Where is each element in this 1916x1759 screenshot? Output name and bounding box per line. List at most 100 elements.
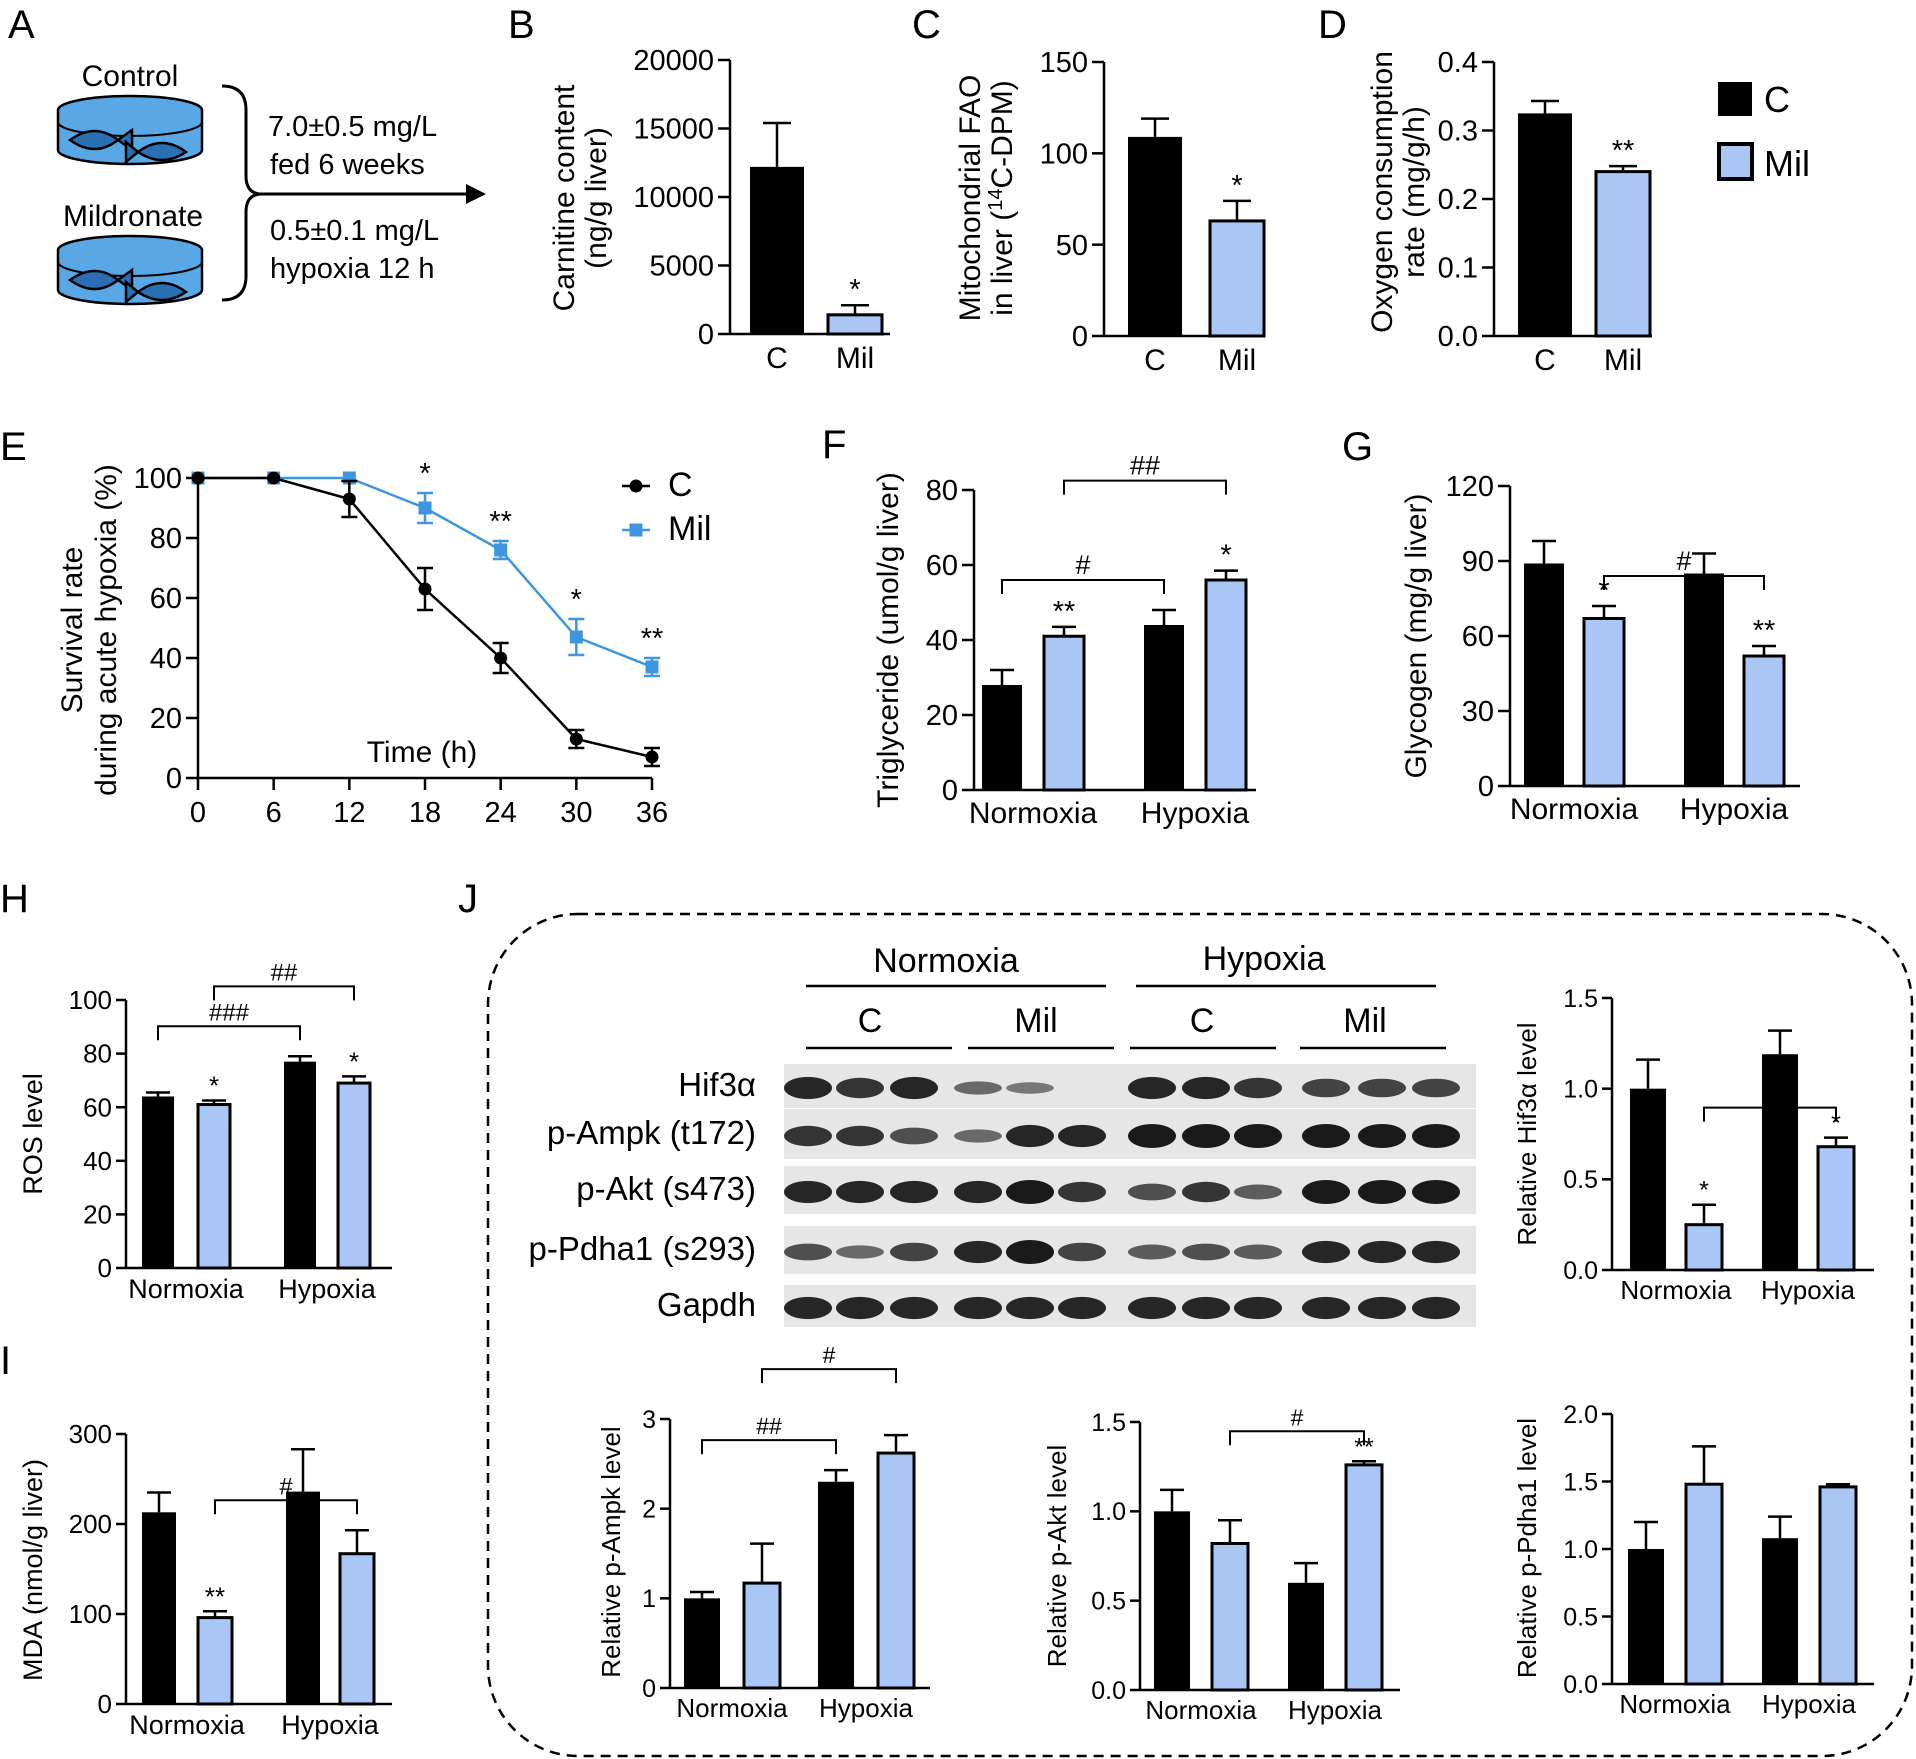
panel-letter-e: E bbox=[0, 425, 27, 469]
blot-band bbox=[954, 1240, 1002, 1264]
y-tick-label: 1.0 bbox=[1091, 1498, 1126, 1526]
x-tick-label: 6 bbox=[266, 797, 282, 829]
y-tick-label: 200 bbox=[69, 1509, 112, 1539]
y-axis-label: Relative p-Akt level bbox=[1042, 1445, 1072, 1668]
blot-band bbox=[784, 1076, 832, 1100]
x-tick-label: C bbox=[1534, 344, 1556, 377]
blot-band bbox=[1182, 1181, 1230, 1203]
blot-band bbox=[954, 1129, 1002, 1143]
significance-mark: * bbox=[1231, 170, 1242, 202]
y-tick-label: 0 bbox=[166, 763, 182, 795]
y-tick-label: 60 bbox=[150, 583, 182, 615]
significance-bracket bbox=[1703, 1106, 1837, 1122]
y-tick-label: 150 bbox=[1040, 47, 1088, 79]
bar-mil bbox=[1742, 654, 1786, 788]
blot-band bbox=[954, 1296, 1002, 1320]
y-tick-label: 60 bbox=[1462, 621, 1494, 653]
schematic-panel: Control Mildronate 7.0±0.5 mg/L fed 6 we… bbox=[56, 60, 486, 306]
y-tick-label: 15000 bbox=[633, 114, 714, 146]
blot-band bbox=[1234, 1296, 1282, 1320]
blot-band bbox=[1182, 1243, 1230, 1261]
panel-letter-j: J bbox=[458, 877, 478, 921]
blot-band bbox=[1006, 1180, 1054, 1204]
bar-mil bbox=[338, 1552, 376, 1706]
bar-control bbox=[1154, 1511, 1190, 1690]
schematic-line2: fed 6 weeks bbox=[270, 149, 425, 181]
y-tick-label: 90 bbox=[1462, 546, 1494, 578]
y-tick-label: 0.0 bbox=[1091, 1677, 1126, 1705]
blot-band bbox=[954, 1180, 1002, 1204]
mildronate-tank bbox=[56, 234, 204, 306]
bar-control bbox=[1630, 1088, 1666, 1270]
x-tick-label: Hypoxia bbox=[1761, 1275, 1855, 1305]
blot-band bbox=[1006, 1240, 1054, 1264]
legend-marker-c bbox=[629, 479, 643, 493]
y-tick-label: 30 bbox=[1462, 696, 1494, 728]
bracket-label: ## bbox=[756, 1413, 782, 1439]
y-tick-label: 40 bbox=[150, 643, 182, 675]
y-tick-label: 100 bbox=[1040, 138, 1088, 170]
y-axis-label: Carnitine content bbox=[548, 84, 581, 311]
blot-band bbox=[1302, 1296, 1350, 1320]
significance-mark: ** bbox=[641, 623, 664, 655]
blot-band bbox=[1006, 1124, 1054, 1148]
bar-mil bbox=[196, 1616, 234, 1706]
x-tick-label: Hypoxia bbox=[1680, 793, 1789, 826]
bar-control bbox=[1144, 625, 1184, 790]
y-tick-label: 20 bbox=[926, 700, 958, 732]
significance-bracket bbox=[214, 1499, 358, 1515]
significance-bracket bbox=[1001, 579, 1165, 594]
y-axis-label: ROS level bbox=[18, 1073, 48, 1195]
y-axis-label: Relative p-Pdha1 level bbox=[1512, 1418, 1542, 1678]
y-tick-label: 0 bbox=[1478, 771, 1494, 803]
legend-label-c: C bbox=[1764, 79, 1790, 120]
blot-band bbox=[1302, 1240, 1350, 1264]
legend-label-mil: Mil bbox=[668, 510, 711, 548]
y-tick-label: 5000 bbox=[649, 251, 714, 283]
x-tick-label: 0 bbox=[190, 797, 206, 829]
bracket-label: ## bbox=[1130, 451, 1160, 481]
y-tick-label: 60 bbox=[83, 1092, 112, 1122]
x-tick-label: Normoxia bbox=[969, 797, 1098, 830]
x-tick-label: Hypoxia bbox=[1141, 797, 1250, 830]
bar-control bbox=[1128, 136, 1182, 336]
bracket-label: # bbox=[823, 1342, 836, 1368]
blot-band bbox=[1128, 1244, 1176, 1260]
x-tick-label: Hypoxia bbox=[281, 1710, 380, 1740]
y-tick-label: 60 bbox=[926, 550, 958, 582]
blot-band bbox=[1358, 1124, 1406, 1148]
chart-glycogen: 0 30 60 90 120 Glycogen (mg/g liver) * Normoxia… bbox=[1400, 471, 1800, 826]
significance-mark: * bbox=[1598, 575, 1609, 607]
blot-band bbox=[1006, 1296, 1054, 1320]
panel-letter-d: D bbox=[1318, 3, 1347, 47]
x-tick-label: Normoxia bbox=[676, 1693, 788, 1723]
y-axis-label: Oxygen consumption bbox=[1366, 51, 1399, 333]
x-tick-label: C bbox=[766, 342, 788, 375]
blot-sub-mil1: Mil bbox=[1014, 1002, 1057, 1040]
x-tick-label: C bbox=[1144, 344, 1166, 377]
significance-bracket bbox=[1603, 575, 1765, 590]
legend-swatch-mil bbox=[1717, 142, 1754, 181]
bar-control bbox=[142, 1512, 176, 1704]
blot-band bbox=[1058, 1242, 1106, 1262]
chart-carnitine: 0 5000 10000 15000 20000 Carnitine content (ng… bbox=[548, 45, 890, 375]
y-axis-label: Triglyceride (umol/g liver) bbox=[872, 472, 905, 808]
y-tick-label: 20 bbox=[83, 1200, 112, 1230]
y-tick-label: 0.2 bbox=[1438, 184, 1478, 216]
legend-label-c: C bbox=[668, 466, 693, 504]
blot-band bbox=[890, 1076, 938, 1100]
bar-mil bbox=[826, 313, 884, 336]
data-point-c bbox=[342, 492, 356, 506]
x-tick-label: 30 bbox=[560, 797, 592, 829]
significance-bracket bbox=[213, 985, 355, 1001]
blot-band bbox=[784, 1180, 832, 1204]
significance-mark: * bbox=[1220, 540, 1231, 572]
x-tick-label: Mil bbox=[836, 342, 874, 375]
fish-icon bbox=[67, 267, 189, 305]
significance-mark: * bbox=[1831, 1110, 1841, 1138]
legend-swatch-c bbox=[1718, 82, 1752, 116]
significance-mark: ** bbox=[1753, 615, 1776, 647]
blot-band bbox=[1182, 1076, 1230, 1100]
y-tick-label: 0 bbox=[698, 319, 714, 351]
